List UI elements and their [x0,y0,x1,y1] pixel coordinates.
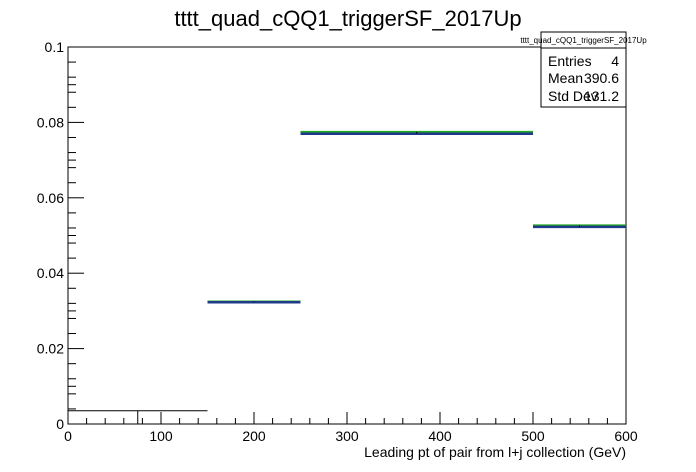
x-tick-label: 100 [149,428,173,444]
y-tick-label: 0.06 [37,190,64,206]
x-tick-label: 600 [614,428,638,444]
stats-entries-label: Entries [548,53,592,69]
stats-stddev-label: Std Dev [548,88,598,104]
y-tick-label: 0.08 [37,114,64,130]
stats-box: tttt_quad_cQQ1_triggerSF_2017Up Entries … [520,31,647,108]
y-axis-ticks: 0 0.02 0.04 0.06 0.08 0.1 [37,39,84,432]
x-axis-ticks: 0 100 200 300 400 500 600 [64,412,638,444]
x-tick-label: 300 [335,428,359,444]
stats-mean-value: 390.6 [584,70,619,86]
y-tick-label: 0.02 [37,341,64,357]
stats-stddev-value: 131.2 [584,88,619,104]
x-tick-label: 0 [64,428,72,444]
x-tick-label: 500 [521,428,545,444]
histogram-bins [68,130,626,424]
stats-entries-value: 4 [611,53,619,69]
x-tick-label: 200 [242,428,266,444]
x-axis-title: Leading pt of pair from l+j collection (… [364,444,626,460]
y-tick-label: 0.04 [37,265,64,281]
x-tick-label: 400 [428,428,452,444]
y-tick-label: 0 [56,416,64,432]
chart-title: tttt_quad_cQQ1_triggerSF_2017Up [174,6,521,31]
y-tick-label: 0.1 [45,39,65,55]
stats-box-name: tttt_quad_cQQ1_triggerSF_2017Up [520,36,647,45]
stats-mean-label: Mean [548,70,583,86]
